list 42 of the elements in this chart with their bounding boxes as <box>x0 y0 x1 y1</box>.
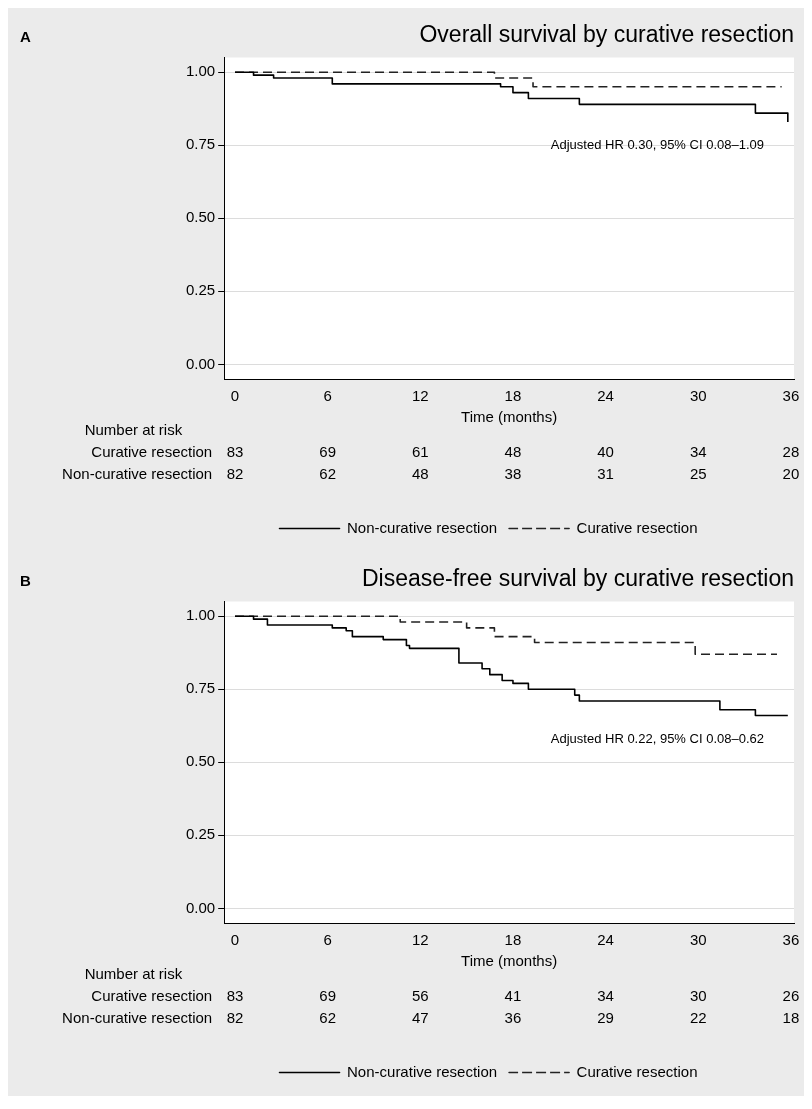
x-tick-label: 30 <box>689 931 707 949</box>
x-tick-label: 0 <box>230 931 240 949</box>
x-tick-label: 6 <box>323 387 332 405</box>
legend-label: Curative resection <box>576 1062 698 1080</box>
y-tick-label: 0.50 <box>185 208 216 226</box>
y-tick-label: 1.00 <box>185 62 216 80</box>
y-tick-label: 0.25 <box>185 281 216 299</box>
chart-title: Overall survival by curative resection <box>419 21 794 48</box>
y-tick-label: 1.00 <box>185 606 216 624</box>
x-tick-label: 12 <box>411 387 429 405</box>
y-tick-label: 0.00 <box>185 354 216 372</box>
x-tick-label: 18 <box>504 387 522 405</box>
legend-label: Curative resection <box>576 518 698 536</box>
x-tick-label: 6 <box>323 931 332 949</box>
x-tick-label: 18 <box>504 931 522 949</box>
annotation: Adjusted HR 0.30, 95% CI 0.08–1.09 <box>550 137 764 153</box>
text: Curative resection 83 69 56 41 34 30 26 <box>91 987 800 1005</box>
y-tick-label: 0.50 <box>185 752 216 770</box>
text: B <box>20 572 31 590</box>
x-tick-label: 24 <box>597 931 614 949</box>
x-tick-label: 12 <box>411 931 429 949</box>
x-tick-label: 36 <box>782 931 800 949</box>
text: Curative resection 83 69 61 48 40 34 28 <box>91 443 800 461</box>
x-tick-label: 24 <box>597 387 614 405</box>
x-axis-title: Time (months) <box>461 952 558 970</box>
text: Non-curative resection 82 62 48 38 31 25 20 <box>62 465 800 483</box>
text: A <box>20 28 31 46</box>
y-tick-label: 0.75 <box>185 135 216 153</box>
chart-title: Disease-free survival by curative resection <box>361 565 794 592</box>
legend-label: Non-curative resection <box>347 1062 498 1080</box>
annotation: Adjusted HR 0.22, 95% CI 0.08–0.62 <box>550 731 764 747</box>
y-tick-label: 0.00 <box>185 898 216 916</box>
x-axis-title: Time (months) <box>461 408 558 426</box>
text: Number at risk <box>84 965 183 983</box>
y-tick-label: 0.25 <box>185 825 216 843</box>
x-tick-label: 30 <box>689 387 707 405</box>
y-tick-label: 0.75 <box>185 679 216 697</box>
x-tick-label: 0 <box>230 387 240 405</box>
legend-label: Non-curative resection <box>347 518 498 536</box>
text: Non-curative resection 82 62 47 36 29 22 18 <box>62 1009 800 1027</box>
x-tick-label: 36 <box>782 387 800 405</box>
text: Number at risk <box>84 421 183 439</box>
